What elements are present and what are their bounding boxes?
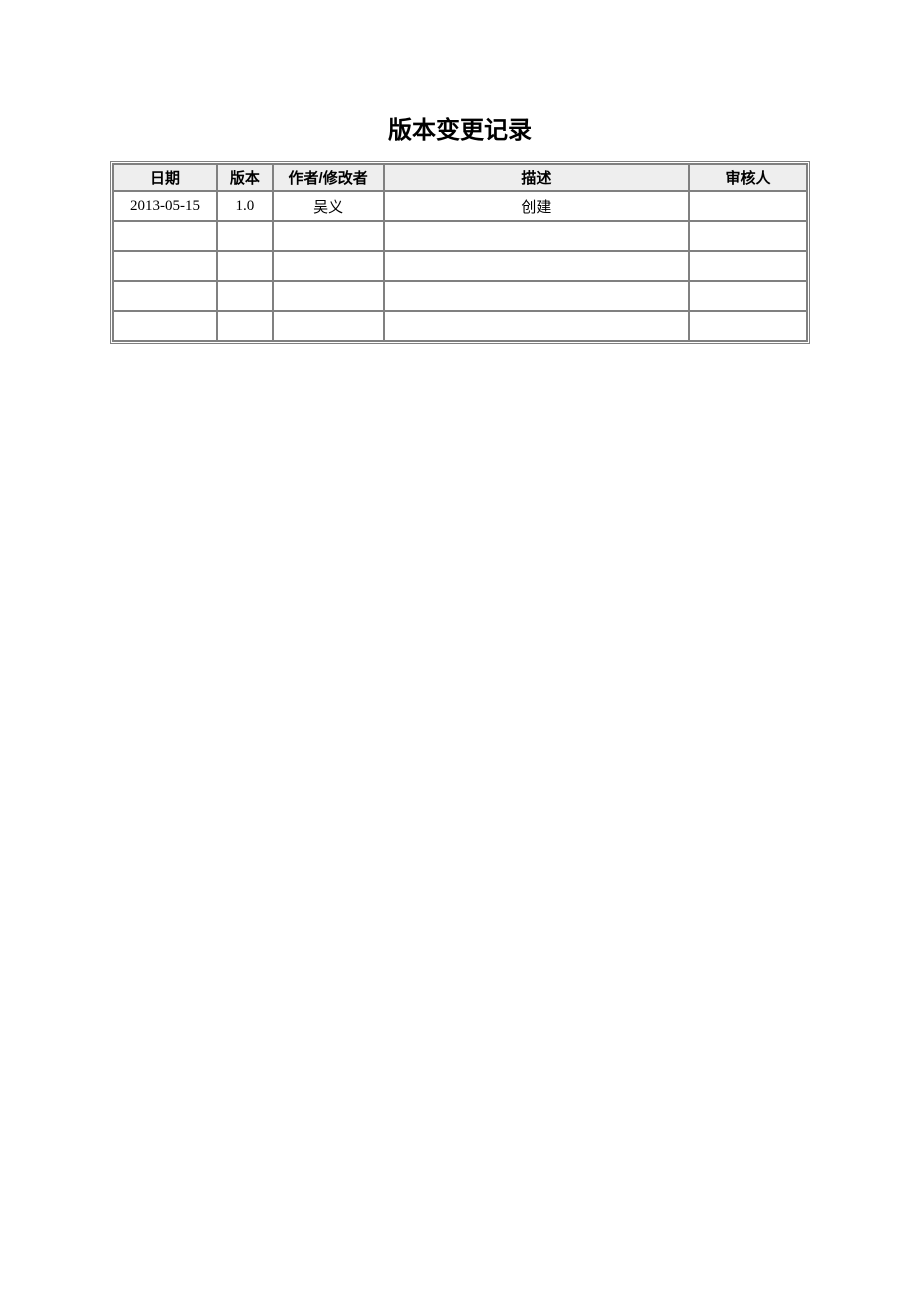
col-header-reviewer: 审核人 [689,164,807,191]
cell-description [384,251,689,281]
cell-version: 1.0 [217,191,273,221]
col-header-version: 版本 [217,164,273,191]
cell-description [384,311,689,341]
table-row [113,281,807,311]
cell-version [217,281,273,311]
cell-description [384,221,689,251]
col-header-date: 日期 [113,164,217,191]
cell-version [217,221,273,251]
col-header-description: 描述 [384,164,689,191]
version-change-table: 日期 版本 作者/修改者 描述 审核人 2013-05-15 1.0 吴义 创建 [110,161,810,344]
col-header-author: 作者/修改者 [273,164,384,191]
cell-reviewer [689,191,807,221]
cell-author [273,311,384,341]
table-row: 2013-05-15 1.0 吴义 创建 [113,191,807,221]
cell-version [217,311,273,341]
cell-reviewer [689,281,807,311]
cell-author [273,281,384,311]
cell-date [113,221,217,251]
cell-author [273,251,384,281]
cell-version [217,251,273,281]
table-row [113,311,807,341]
cell-description: 创建 [384,191,689,221]
table-row [113,221,807,251]
cell-date [113,251,217,281]
table-row [113,251,807,281]
cell-date: 2013-05-15 [113,191,217,221]
cell-reviewer [689,251,807,281]
cell-date [113,281,217,311]
cell-author: 吴义 [273,191,384,221]
cell-author [273,221,384,251]
cell-reviewer [689,311,807,341]
cell-description [384,281,689,311]
table-header-row: 日期 版本 作者/修改者 描述 审核人 [113,164,807,191]
cell-date [113,311,217,341]
cell-reviewer [689,221,807,251]
page-title: 版本变更记录 [110,110,810,145]
